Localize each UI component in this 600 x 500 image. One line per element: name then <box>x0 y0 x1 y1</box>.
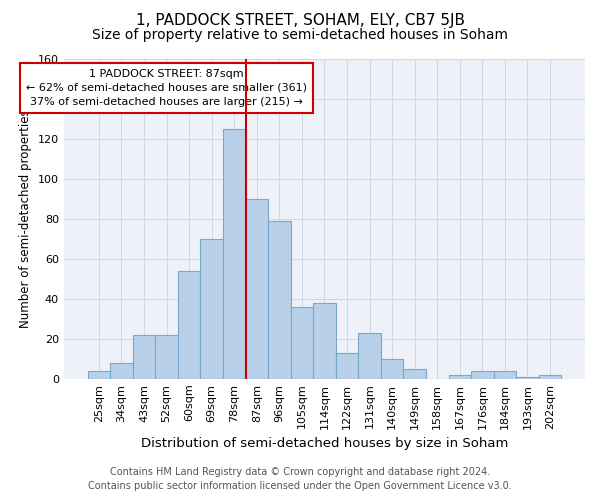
Bar <box>449 375 471 379</box>
Bar <box>403 369 426 379</box>
Bar <box>358 333 381 379</box>
Bar <box>155 335 178 379</box>
X-axis label: Distribution of semi-detached houses by size in Soham: Distribution of semi-detached houses by … <box>141 437 508 450</box>
Bar <box>245 199 268 379</box>
Bar <box>516 377 539 379</box>
Text: 1 PADDOCK STREET: 87sqm
← 62% of semi-detached houses are smaller (361)
37% of s: 1 PADDOCK STREET: 87sqm ← 62% of semi-de… <box>26 69 307 107</box>
Bar <box>336 353 358 379</box>
Bar <box>381 359 403 379</box>
Bar <box>290 307 313 379</box>
Bar <box>313 303 336 379</box>
Bar <box>133 335 155 379</box>
Bar <box>494 371 516 379</box>
Bar <box>110 363 133 379</box>
Text: Contains HM Land Registry data © Crown copyright and database right 2024.
Contai: Contains HM Land Registry data © Crown c… <box>88 467 512 491</box>
Bar <box>178 271 200 379</box>
Bar <box>471 371 494 379</box>
Text: 1, PADDOCK STREET, SOHAM, ELY, CB7 5JB: 1, PADDOCK STREET, SOHAM, ELY, CB7 5JB <box>136 12 464 28</box>
Y-axis label: Number of semi-detached properties: Number of semi-detached properties <box>19 110 32 328</box>
Bar <box>539 375 562 379</box>
Bar <box>200 239 223 379</box>
Bar <box>223 129 245 379</box>
Bar <box>88 371 110 379</box>
Text: Size of property relative to semi-detached houses in Soham: Size of property relative to semi-detach… <box>92 28 508 42</box>
Bar <box>268 221 290 379</box>
